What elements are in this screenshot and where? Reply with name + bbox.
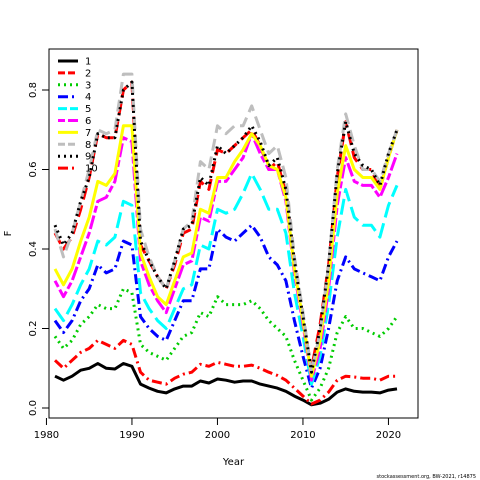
series-line-2: [53, 80, 399, 370]
y-tick-label-2: 0.4: [28, 241, 39, 257]
x-tick-label-2000: 2000: [205, 430, 230, 441]
series-line-5: [53, 172, 399, 386]
series-line-10: [53, 338, 397, 406]
series-line-7: [53, 124, 399, 378]
x-tick-label-1980: 1980: [34, 430, 59, 441]
series-line-6: [53, 132, 399, 382]
credit-text: stockassessment.org, BW-2021, r14875: [377, 474, 476, 480]
y-tick-label-0: 0.0: [28, 400, 39, 416]
series-line-1: [54, 362, 398, 407]
y-tick-label-1: 0.2: [28, 321, 39, 337]
legend-label-8: 8: [85, 140, 91, 151]
x-tick-label-2020: 2020: [376, 430, 401, 441]
x-tick-label-1990: 1990: [119, 430, 144, 441]
series-layer: [53, 72, 399, 407]
x-tick-label-2010: 2010: [290, 430, 315, 441]
legend-label-9: 9: [85, 152, 91, 163]
y-tick-label-3: 0.6: [28, 162, 39, 178]
legend-label-5: 5: [85, 104, 91, 115]
legend-label-6: 6: [85, 116, 91, 127]
legend-label-2: 2: [85, 68, 91, 79]
series-line-3: [53, 287, 399, 402]
legend-label-3: 3: [85, 80, 91, 91]
y-axis: 0.0 0.2 0.4 0.6 0.8: [28, 82, 49, 416]
legend-label-10: 10: [85, 164, 98, 175]
legend-label-7: 7: [85, 128, 91, 139]
legend-label-1: 1: [85, 57, 91, 68]
y-axis-title: F: [3, 230, 14, 236]
legend-label-4: 4: [85, 92, 91, 103]
y-tick-label-4: 0.8: [28, 82, 39, 98]
series-line-8: [53, 72, 399, 374]
series-line-4: [53, 223, 399, 390]
x-axis-title: Year: [222, 457, 245, 468]
x-axis: 1980 1990 2000 2010 2020: [34, 418, 401, 441]
plot-frame: [48, 48, 419, 419]
